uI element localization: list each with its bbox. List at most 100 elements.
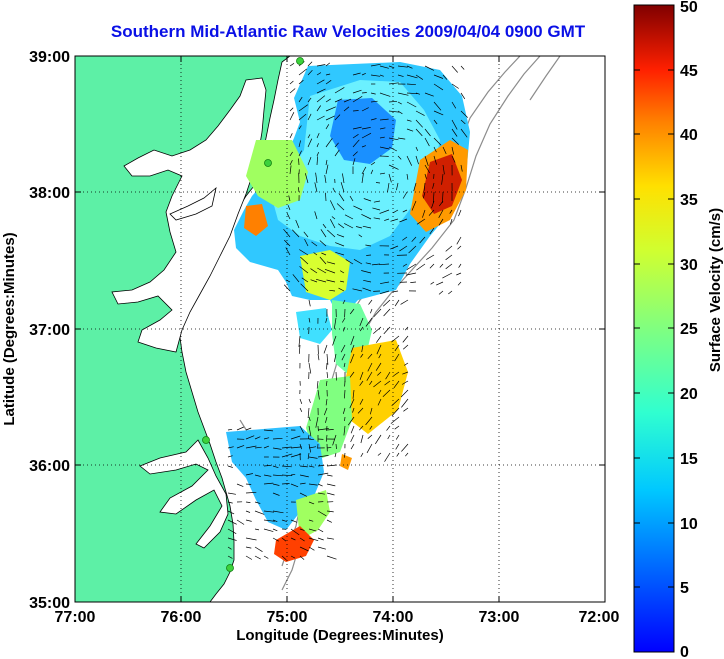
velocity-arrow bbox=[411, 200, 417, 211]
velocity-arrow bbox=[379, 118, 389, 121]
velocity-arrow bbox=[335, 242, 345, 247]
velocity-arrow bbox=[272, 519, 278, 523]
velocity-arrow bbox=[298, 140, 301, 148]
velocity-arrow bbox=[433, 146, 437, 153]
velocity-arrow bbox=[406, 83, 416, 86]
velocity-arrow bbox=[424, 65, 435, 71]
velocity-arrow bbox=[379, 209, 390, 214]
velocity-arrow bbox=[369, 407, 373, 415]
velocity-arrow bbox=[325, 164, 329, 175]
velocity-arrow bbox=[287, 205, 291, 211]
velocity-arrow bbox=[325, 80, 332, 85]
velocity-arrow bbox=[352, 134, 359, 139]
colorbar-tick-label: 20 bbox=[680, 386, 698, 403]
velocity-arrow bbox=[400, 299, 409, 305]
velocity-arrow bbox=[263, 555, 269, 559]
velocity-arrow bbox=[388, 173, 392, 183]
velocity-arrow bbox=[316, 72, 322, 76]
velocity-arrow bbox=[401, 443, 409, 452]
velocity-arrow bbox=[342, 173, 345, 184]
velocity-arrow bbox=[317, 472, 329, 476]
velocity-arrow bbox=[391, 407, 400, 417]
velocity-arrow bbox=[290, 435, 301, 440]
velocity-arrow bbox=[460, 128, 468, 138]
velocity-arrow bbox=[314, 211, 318, 220]
velocity-arrow bbox=[299, 537, 305, 542]
velocity-arrow bbox=[342, 326, 346, 332]
velocity-arrow bbox=[458, 263, 462, 268]
velocity-arrow bbox=[460, 164, 463, 172]
velocity-arrow bbox=[298, 79, 304, 85]
velocity-arrow bbox=[245, 546, 252, 549]
velocity-arrow bbox=[451, 146, 455, 155]
velocity-arrow bbox=[373, 200, 381, 203]
velocity-arrow bbox=[308, 483, 318, 486]
velocity-arrow bbox=[365, 244, 372, 247]
velocity-arrow bbox=[379, 136, 385, 139]
velocity-arrow bbox=[336, 203, 345, 211]
velocity-arrow bbox=[316, 151, 320, 157]
y-tick-label: 36:00 bbox=[29, 458, 70, 475]
velocity-arrow bbox=[341, 317, 346, 323]
velocity-arrow bbox=[329, 289, 336, 292]
velocity-arrow bbox=[316, 143, 319, 148]
velocity-arrow bbox=[299, 425, 305, 434]
velocity-arrow bbox=[349, 195, 354, 202]
velocity-arrow bbox=[357, 407, 364, 414]
velocity-arrow bbox=[316, 278, 327, 283]
velocity-arrow bbox=[307, 134, 311, 139]
velocity-arrow bbox=[338, 287, 345, 292]
velocity-arrow bbox=[365, 317, 373, 327]
velocity-arrow bbox=[360, 353, 364, 358]
velocity-arrow bbox=[299, 528, 305, 531]
colorbar-tick-label: 0 bbox=[680, 644, 689, 659]
velocity-arrow bbox=[426, 254, 435, 260]
velocity-arrow bbox=[415, 128, 423, 137]
velocity-arrow bbox=[254, 501, 261, 504]
velocity-arrow bbox=[289, 88, 296, 94]
velocity-arrow bbox=[325, 317, 328, 323]
velocity-arrow bbox=[456, 272, 462, 276]
velocity-arrow bbox=[352, 407, 355, 413]
velocity-arrow bbox=[325, 192, 327, 202]
velocity-arrow bbox=[245, 501, 251, 503]
velocity-arrow bbox=[329, 200, 336, 211]
velocity-arrow bbox=[292, 274, 300, 283]
velocity-arrow bbox=[451, 101, 457, 109]
velocity-arrow bbox=[438, 290, 444, 295]
velocity-arrow bbox=[325, 98, 331, 103]
colorbar-tick-label: 25 bbox=[680, 321, 698, 338]
velocity-arrow bbox=[363, 279, 372, 283]
velocity-arrow bbox=[376, 344, 382, 355]
velocity-arrow bbox=[334, 142, 339, 148]
velocity-arrow bbox=[433, 83, 444, 91]
velocity-arrow bbox=[308, 425, 312, 437]
velocity-arrow bbox=[298, 125, 302, 130]
velocity-arrow bbox=[431, 200, 435, 209]
velocity-arrow bbox=[254, 510, 265, 515]
velocity-arrow bbox=[329, 219, 336, 229]
velocity-arrow bbox=[227, 501, 233, 504]
velocity-arrow bbox=[361, 107, 369, 112]
velocity-arrow bbox=[325, 416, 328, 423]
velocity-arrow bbox=[399, 245, 408, 252]
velocity-arrow bbox=[227, 537, 237, 541]
velocity-arrow bbox=[310, 268, 318, 274]
velocity-arrow bbox=[281, 555, 287, 561]
velocity-arrow bbox=[335, 251, 345, 256]
velocity-arrow bbox=[370, 92, 376, 95]
velocity-arrow bbox=[314, 182, 318, 193]
velocity-arrow bbox=[379, 290, 390, 295]
x-tick-marks bbox=[74, 56, 606, 602]
velocity-arrow bbox=[263, 429, 274, 432]
velocity-arrow bbox=[283, 284, 291, 292]
velocity-arrow bbox=[388, 110, 400, 113]
velocity-arrow bbox=[442, 191, 444, 203]
velocity-arrow bbox=[263, 474, 272, 477]
velocity-arrow bbox=[300, 256, 309, 265]
velocity-arrow bbox=[433, 137, 442, 146]
velocity-arrow bbox=[433, 74, 444, 79]
velocity-arrow bbox=[289, 107, 294, 112]
velocity-arrow bbox=[245, 483, 252, 485]
velocity-arrow bbox=[338, 193, 345, 202]
